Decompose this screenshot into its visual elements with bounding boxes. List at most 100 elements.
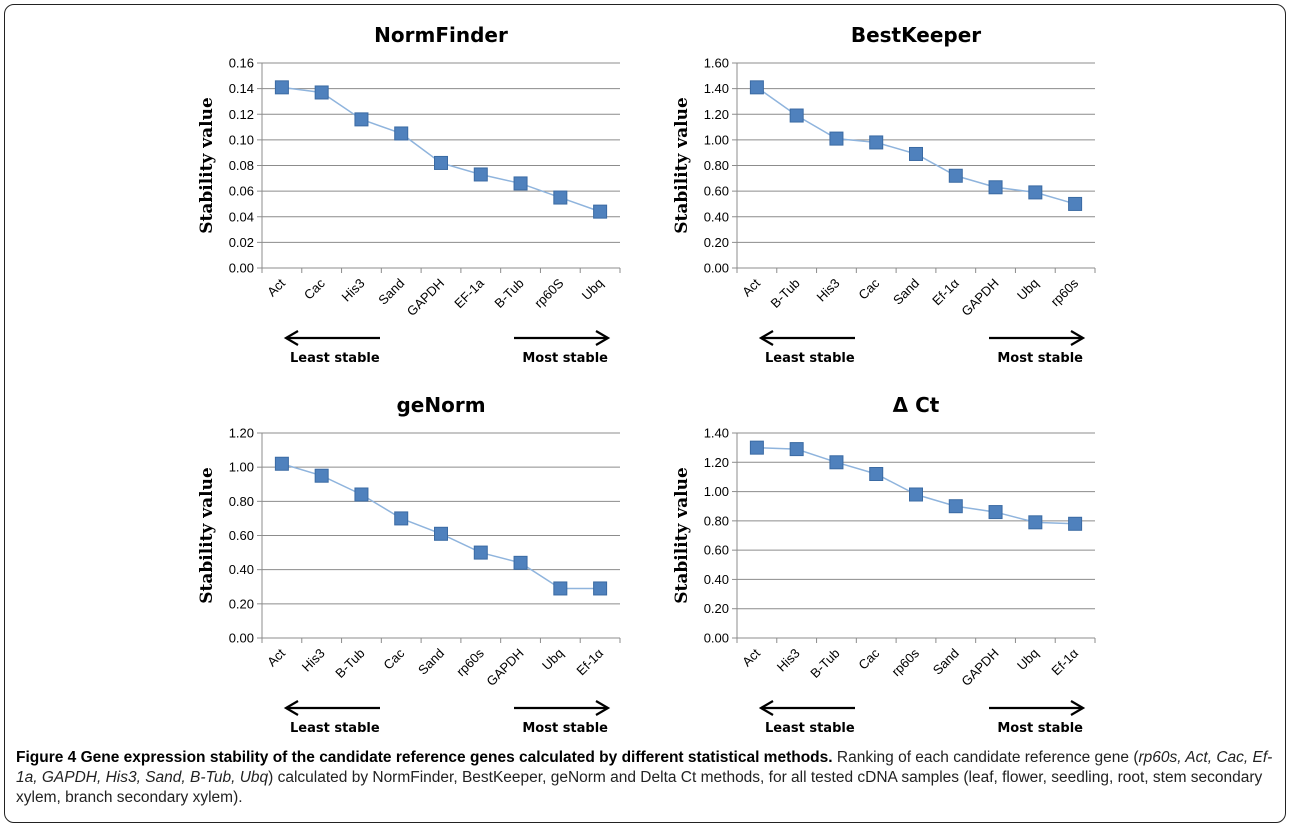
x-tick-label: GAPDH	[404, 276, 447, 319]
x-tick-label: B-Tub	[767, 276, 802, 311]
y-tick-label: 0.60	[229, 528, 254, 543]
y-axis-label: Stability value	[197, 97, 217, 234]
right-arrow-head	[595, 700, 611, 716]
y-tick-label: 0.20	[229, 596, 254, 611]
x-tick-label: GAPDH	[483, 646, 526, 689]
x-tick-label: GAPDH	[958, 646, 1001, 689]
data-point	[394, 126, 409, 141]
data-point	[314, 85, 329, 100]
y-tick-label: 0.40	[229, 562, 254, 577]
y-tick-label: 0.02	[229, 235, 254, 250]
x-tick-label: rp60s	[889, 645, 923, 679]
y-tick-label: 1.00	[229, 460, 254, 475]
y-tick-label: 1.20	[704, 107, 729, 122]
data-point	[354, 487, 369, 502]
data-point	[988, 505, 1003, 520]
x-tick-label: rp60s	[453, 645, 487, 679]
y-tick-label: 0.20	[704, 601, 729, 616]
caption-text-2: ) calculated by NormFinder, BestKeeper, …	[16, 769, 1263, 806]
left-arrow-head	[283, 700, 299, 716]
y-tick-label: 0.40	[704, 572, 729, 587]
data-point	[789, 108, 804, 123]
x-tick-label: B-Tub	[332, 646, 367, 681]
x-tick-label: Act	[264, 645, 288, 669]
x-tick-label: Act	[739, 645, 763, 669]
x-tick-label: Ef-1α	[1048, 645, 1081, 678]
x-tick-label: His3	[339, 276, 368, 305]
data-point	[909, 487, 923, 502]
data-point	[553, 581, 568, 596]
data-point	[354, 112, 369, 127]
data-point	[1028, 185, 1043, 200]
right-arrow-head	[1070, 700, 1086, 716]
data-point	[513, 176, 528, 191]
data-point	[749, 440, 764, 455]
right-arrow-head	[1070, 330, 1086, 346]
data-point	[869, 467, 884, 481]
data-point	[948, 168, 963, 183]
data-point	[274, 456, 289, 471]
y-tick-label: 0.08	[229, 158, 254, 173]
normfinder-chart: NormFinder Stability value 0.00 0.02 0.04 0.0…	[197, 23, 621, 366]
data-point	[593, 581, 608, 596]
data-point	[789, 442, 804, 457]
y-tick-label: 0.12	[229, 107, 254, 122]
y-tick-label: 1.00	[704, 484, 729, 499]
left-arrow-head	[758, 330, 774, 346]
x-tick-label: Cac	[301, 275, 328, 302]
x-tick-label: Ef-1α	[573, 645, 606, 678]
chart-title: geNorm	[396, 393, 485, 417]
y-tick-label: 0.60	[704, 184, 729, 199]
right-arrow-head	[595, 330, 611, 346]
left-arrow-head	[758, 700, 774, 716]
series-line	[281, 86, 601, 213]
x-tick-label: GAPDH	[958, 276, 1001, 319]
chart-title: BestKeeper	[851, 23, 981, 47]
y-axis-label: Stability value	[672, 97, 692, 234]
y-tick-label: 0.60	[704, 543, 729, 558]
x-tick-label: Act	[264, 275, 288, 299]
most-stable-label: Most stable	[522, 721, 608, 736]
data-point	[988, 180, 1003, 195]
series-line	[756, 446, 1076, 525]
data-point	[829, 455, 844, 470]
data-point	[434, 155, 448, 170]
y-axis-label: Stability value	[197, 467, 217, 604]
most-stable-label: Most stable	[997, 721, 1083, 736]
data-point	[593, 204, 608, 219]
y-tick-label: 1.00	[704, 132, 729, 147]
y-tick-label: 1.20	[704, 455, 729, 470]
caption-text-1: Ranking of each candidate reference gene…	[832, 749, 1139, 766]
bestkeeper-chart: BestKeeper Stability value 0.00 0.20 0.40 0.6…	[672, 23, 1096, 366]
x-tick-label: Sand	[375, 276, 407, 308]
x-tick-label: EF-1a	[451, 275, 487, 311]
y-tick-label: 0.10	[229, 132, 254, 147]
chart-title: Δ Ct	[893, 393, 940, 417]
data-point	[274, 80, 289, 95]
data-point	[394, 511, 409, 526]
x-tick-label: Ubq	[579, 276, 606, 303]
data-point	[749, 80, 764, 95]
data-point	[314, 468, 329, 483]
x-tick-label: B-Tub	[807, 646, 842, 681]
chart-title: NormFinder	[374, 23, 508, 47]
y-tick-label: 0.04	[229, 209, 254, 224]
x-tick-label: His3	[814, 276, 843, 305]
x-tick-label: His3	[774, 646, 803, 675]
least-stable-label: Least stable	[290, 721, 380, 736]
x-tick-label: Sand	[415, 646, 447, 678]
y-tick-label: 0.40	[704, 209, 729, 224]
data-point	[1068, 196, 1083, 211]
most-stable-label: Most stable	[522, 351, 608, 366]
caption-title: Figure 4 Gene expression stability of th…	[16, 749, 833, 766]
y-tick-label: 0.00	[229, 261, 254, 276]
delta-ct-chart: Δ Ct Stability value 0.00 0.20 0.40 0.60 0.80 1…	[672, 393, 1096, 736]
data-point	[434, 526, 448, 541]
data-point	[473, 545, 488, 560]
y-tick-label: 1.40	[704, 426, 729, 441]
y-tick-label: 0.80	[229, 494, 254, 509]
data-point	[473, 167, 488, 182]
x-tick-label: Ef-1α	[929, 275, 962, 308]
data-point	[869, 135, 884, 150]
x-tick-label: Sand	[930, 646, 962, 678]
